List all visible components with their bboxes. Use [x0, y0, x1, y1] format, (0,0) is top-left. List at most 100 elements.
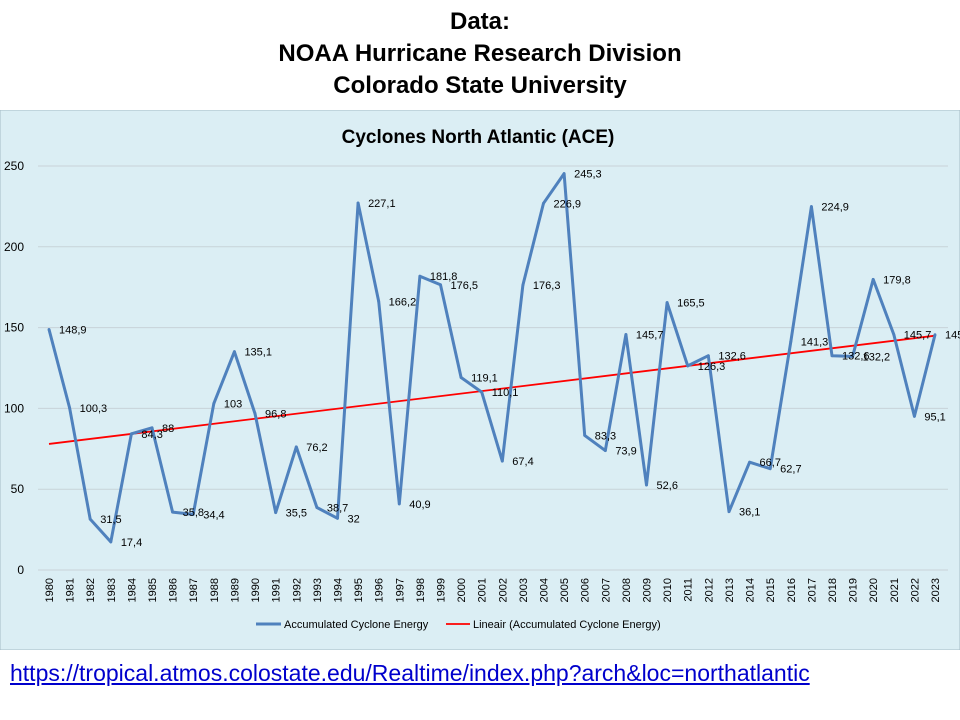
data-label: 17,4	[121, 537, 142, 549]
data-label: 40,9	[409, 499, 430, 511]
x-tick-label: 1989	[229, 578, 241, 602]
x-tick-label: 1994	[332, 578, 344, 602]
data-label: 224,9	[821, 202, 849, 214]
x-tick-label: 2007	[600, 578, 612, 602]
data-label: 245,3	[574, 169, 602, 181]
data-point	[645, 483, 648, 487]
x-tick-label: 1998	[415, 578, 427, 602]
data-point	[727, 510, 731, 514]
data-point	[665, 301, 669, 304]
data-label: 32	[347, 513, 359, 525]
data-point	[88, 517, 92, 521]
data-point	[233, 350, 236, 354]
data-point	[68, 406, 72, 410]
x-tick-label: 2017	[806, 578, 818, 602]
grid-layer	[38, 165, 948, 571]
data-point	[500, 459, 504, 463]
x-tick-label: 2015	[765, 578, 777, 602]
data-point	[851, 354, 854, 358]
x-tick-label: 1981	[65, 578, 77, 602]
data-label: 73,9	[615, 446, 636, 458]
data-point	[830, 354, 834, 358]
data-point	[397, 502, 401, 506]
data-point	[542, 201, 545, 205]
data-label: 176,5	[450, 280, 478, 292]
x-tick-label: 2000	[456, 578, 468, 602]
x-tick-label: 1993	[312, 578, 324, 602]
data-point	[480, 390, 484, 394]
data-label: 88	[162, 423, 174, 435]
data-label: 84,3	[141, 429, 162, 441]
chart-title: Cyclones North Atlantic (ACE)	[342, 127, 615, 148]
data-point	[336, 516, 339, 520]
data-point	[892, 333, 896, 336]
data-label: 145,6	[945, 330, 960, 342]
ace-line-chart: Cyclones North Atlantic (ACE) 0 50 100 150 2…	[0, 109, 960, 651]
data-point	[583, 433, 587, 437]
data-point	[150, 426, 154, 430]
data-label: 132,2	[863, 351, 891, 363]
header-line-2: NOAA Hurricane Research Division	[278, 40, 682, 67]
x-tick-label: 2008	[621, 578, 633, 602]
x-tick-label: 2018	[827, 578, 839, 602]
data-point	[748, 460, 751, 464]
y-tick-label: 250	[4, 159, 24, 173]
x-tick-label: 2004	[539, 578, 551, 602]
data-label: 110,1	[492, 387, 519, 399]
data-label: 148,9	[59, 324, 87, 336]
data-point	[212, 402, 216, 405]
x-tick-label: 2019	[848, 578, 860, 602]
slide-header: Data: NOAA Hurricane Research Division C…	[0, 6, 960, 102]
data-label: 95,1	[924, 411, 945, 423]
data-label: 34,4	[203, 509, 224, 521]
data-label: 145,7	[904, 330, 932, 342]
x-tick-label: 2013	[724, 578, 736, 602]
data-point	[274, 511, 278, 515]
x-tick-label: 1999	[435, 578, 447, 602]
data-label: 67,4	[512, 456, 533, 468]
data-label: 145,7	[636, 330, 664, 342]
x-tick-label: 1995	[353, 578, 365, 602]
data-label: 96,8	[265, 409, 286, 421]
source-link[interactable]: https://tropical.atmos.colostate.edu/Rea…	[10, 660, 810, 686]
data-point	[315, 506, 319, 509]
x-tick-label: 2010	[662, 578, 674, 602]
data-label: 176,3	[533, 280, 561, 292]
data-label: 181,8	[430, 271, 458, 283]
data-point	[47, 327, 51, 331]
data-label: 226,9	[554, 198, 582, 210]
data-point	[294, 445, 298, 449]
data-point	[521, 283, 525, 287]
y-tick-label: 50	[11, 482, 25, 496]
x-tick-label: 1991	[271, 578, 283, 602]
x-tick-label: 2003	[518, 578, 530, 602]
x-tick-label: 2011	[683, 578, 695, 602]
data-label: 66,7	[760, 457, 781, 469]
x-tick-label: 1992	[291, 578, 303, 602]
data-label: 166,2	[389, 296, 417, 308]
data-point	[933, 333, 937, 337]
data-label-layer: 148,9 100,3 31,517,4 84,3 88 35,8 34,4 103 135,1…	[59, 169, 960, 549]
data-point	[624, 333, 628, 336]
x-tick-label: 2012	[703, 578, 715, 602]
x-tick-label: 1987	[188, 578, 200, 602]
x-tick-label: 1988	[209, 578, 221, 602]
x-tick-label: 1980	[44, 578, 56, 602]
data-point	[706, 354, 710, 358]
data-point	[191, 513, 195, 516]
data-label: 165,5	[677, 298, 705, 310]
y-tick-label: 150	[4, 321, 24, 335]
data-label: 35,5	[286, 508, 307, 520]
data-label: 132,6	[842, 351, 870, 363]
data-point	[603, 449, 607, 452]
chart-area: Cyclones North Atlantic (ACE) 0 50 100 150 2…	[0, 109, 960, 651]
data-point	[768, 467, 772, 471]
x-tick-label: 1997	[394, 578, 406, 602]
x-tick-label: 2016	[786, 578, 798, 602]
data-label: 103	[224, 399, 242, 411]
x-tick-label: 1990	[250, 578, 262, 602]
data-label: 62,7	[780, 464, 801, 476]
x-tick-label: 1982	[85, 578, 97, 602]
x-tick-label: 2006	[580, 578, 592, 602]
data-point	[439, 283, 442, 287]
